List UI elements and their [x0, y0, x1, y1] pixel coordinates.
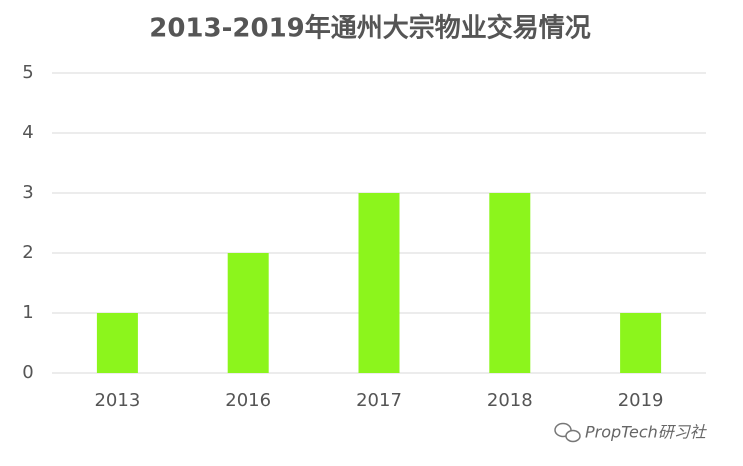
bar — [227, 253, 269, 373]
bar — [489, 193, 531, 373]
y-tick-label: 5 — [22, 62, 33, 83]
bar — [96, 313, 138, 373]
y-tick-label: 1 — [22, 302, 33, 323]
watermark: PropTech研习社 — [585, 423, 708, 442]
bar — [620, 313, 662, 373]
bar — [358, 193, 400, 373]
watermark-icon — [554, 422, 581, 443]
x-tick-label: 2016 — [225, 390, 271, 411]
chart-title: 2013-2019年通州大宗物业交易情况 — [149, 13, 591, 44]
y-tick-label: 2 — [22, 242, 33, 263]
x-tick-label: 2019 — [618, 390, 664, 411]
y-tick-label: 3 — [22, 182, 33, 203]
x-tick-label: 2013 — [94, 390, 140, 411]
y-tick-label: 0 — [22, 362, 33, 383]
x-tick-label: 2018 — [487, 390, 533, 411]
x-tick-label: 2017 — [356, 390, 402, 411]
y-tick-label: 4 — [22, 122, 33, 143]
